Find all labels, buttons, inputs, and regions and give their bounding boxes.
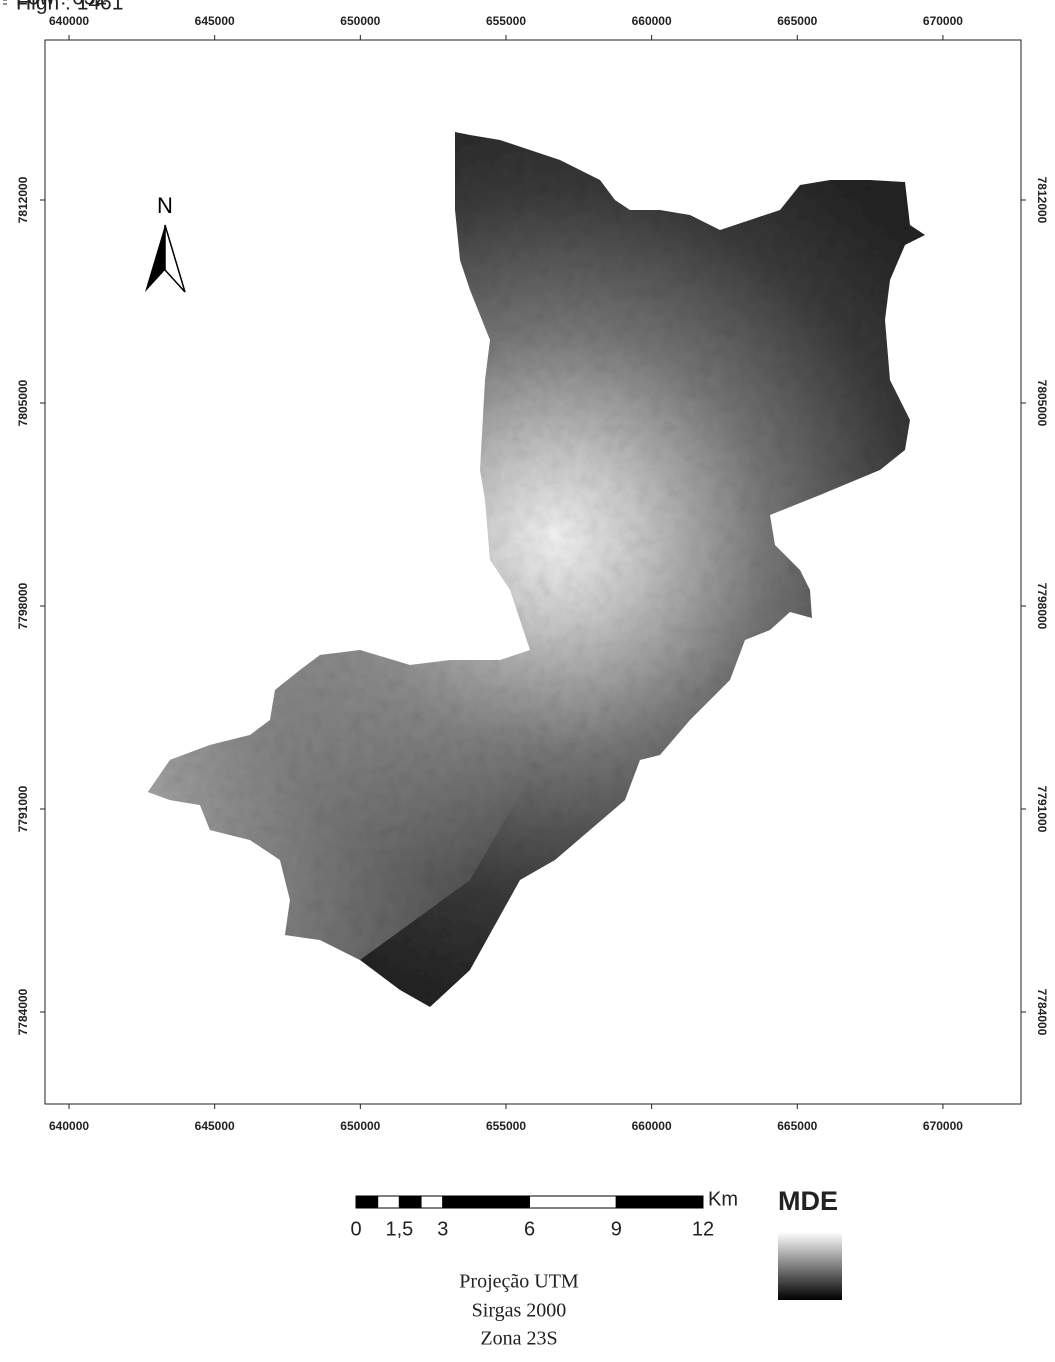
y-tick-label: 7805000 bbox=[1035, 380, 1049, 427]
legend-title: MDE bbox=[778, 1186, 838, 1216]
map-layout: N 0 1,5 3 6 9 12 Km MDE Projeção UTM Sirgas 2… bbox=[0, 0, 1055, 1357]
x-tick-label: 645000 bbox=[195, 14, 235, 28]
scale-segment bbox=[356, 1196, 378, 1208]
scale-tick-label: 1,5 bbox=[385, 1218, 413, 1240]
legend-label: Low : 632 bbox=[16, 0, 107, 10]
projection-note: Projeção UTM Sirgas 2000 Zona 23S bbox=[459, 1271, 579, 1350]
page: {"map": { "xlim": [639175, 672680], "yli… bbox=[0, 0, 1055, 1357]
x-tick-label: 665000 bbox=[777, 1119, 817, 1133]
projection-line: Sirgas 2000 bbox=[472, 1300, 567, 1322]
projection-line: Projeção UTM bbox=[459, 1271, 579, 1293]
scale-segment bbox=[530, 1196, 617, 1208]
y-tick-label: 7798000 bbox=[16, 582, 30, 629]
x-tick-label: 650000 bbox=[340, 1119, 380, 1133]
scale-tick-label: 0 bbox=[350, 1218, 361, 1240]
y-tick-label: 7812000 bbox=[16, 176, 30, 223]
scale-tick-label: 6 bbox=[524, 1218, 535, 1240]
x-tick-label: 660000 bbox=[632, 1119, 672, 1133]
scale-segment bbox=[421, 1196, 443, 1208]
scale-segment bbox=[443, 1196, 530, 1208]
y-tick-label: 7812000 bbox=[1035, 177, 1049, 224]
scale-segment bbox=[399, 1196, 421, 1208]
x-tick-label: 640000 bbox=[49, 14, 89, 28]
y-tick-label: 7791000 bbox=[16, 785, 30, 832]
projection-line: Zona 23S bbox=[480, 1328, 557, 1350]
x-tick-label: 665000 bbox=[777, 14, 817, 28]
x-tick-label: 640000 bbox=[49, 1119, 89, 1133]
y-tick-label: 7798000 bbox=[1035, 583, 1049, 630]
x-tick-label: 670000 bbox=[923, 1119, 963, 1133]
scale-segment bbox=[616, 1196, 703, 1208]
x-tick-label: 660000 bbox=[632, 14, 672, 28]
scale-tick-label: 3 bbox=[437, 1218, 448, 1240]
y-tick-label: 7784000 bbox=[1035, 989, 1049, 1036]
x-tick-label: 650000 bbox=[340, 14, 380, 28]
x-tick-label: 655000 bbox=[486, 14, 526, 28]
scale-tick-label: 9 bbox=[611, 1218, 622, 1240]
x-tick-label: 670000 bbox=[923, 14, 963, 28]
legend-ramp bbox=[778, 1232, 842, 1300]
x-tick-label: 655000 bbox=[486, 1119, 526, 1133]
scale-unit: Km bbox=[708, 1188, 738, 1210]
y-tick-label: 7791000 bbox=[1035, 786, 1049, 833]
y-tick-label: 7805000 bbox=[16, 379, 30, 426]
y-tick-label: 7784000 bbox=[16, 988, 30, 1035]
scale-tick-label: 12 bbox=[692, 1218, 714, 1240]
scale-segment bbox=[378, 1196, 400, 1208]
north-label: N bbox=[157, 193, 173, 218]
x-tick-label: 645000 bbox=[195, 1119, 235, 1133]
scale-bar: 0 1,5 3 6 9 12 bbox=[350, 1196, 714, 1240]
